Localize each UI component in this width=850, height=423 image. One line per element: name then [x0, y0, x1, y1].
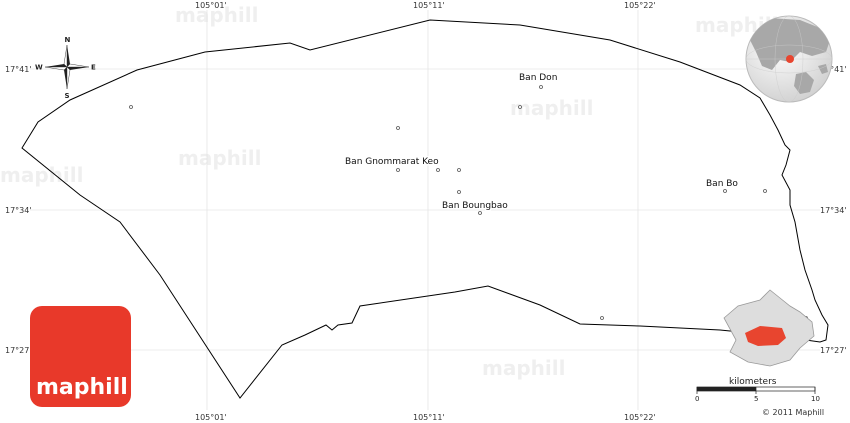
- coordinate-labels: 105°01' 105°11' 105°22' 105°01' 105°11' …: [5, 1, 847, 422]
- globe-location-marker: [786, 55, 794, 63]
- region-border: [21, 19, 829, 399]
- settlement-dot: [396, 168, 400, 172]
- place-label-ban-bo: Ban Bo: [706, 179, 738, 189]
- scale-bar: kilometers 0 5 10: [695, 377, 820, 403]
- settlement-dot: [518, 105, 522, 109]
- settlement-dot: [436, 168, 440, 172]
- watermark: maphill: [175, 3, 258, 27]
- settlement-dot: [539, 85, 543, 89]
- lat-label-left: 17°27': [5, 346, 32, 355]
- logo-background: [30, 306, 131, 407]
- compass-s: S: [65, 92, 70, 100]
- scale-tick-label: 0: [695, 395, 699, 403]
- graticule: [30, 10, 820, 410]
- lon-label-top: 105°01': [195, 1, 227, 10]
- settlement-dot: [600, 316, 604, 320]
- lon-label-top: 105°11': [413, 1, 445, 10]
- settlement-dot: [723, 189, 727, 193]
- scale-tick-label: 10: [811, 395, 820, 403]
- lon-label-top: 105°22': [624, 1, 656, 10]
- settlement-dot: [763, 189, 767, 193]
- lat-label-left: 17°41': [5, 65, 32, 74]
- lon-label-bottom: 105°01': [195, 413, 227, 422]
- settlement-dot: [396, 126, 400, 130]
- settlement-dot: [457, 168, 461, 172]
- lat-label-right: 17°41': [820, 65, 847, 74]
- compass-n: N: [65, 36, 71, 44]
- place-labels: Ban Don Ban Gnommarat Keo Ban Boungbao B…: [344, 72, 740, 213]
- lat-label-right: 17°34': [820, 206, 847, 215]
- watermark: maphill: [482, 356, 565, 380]
- watermark: maphill: [510, 96, 593, 120]
- watermark: maphill: [0, 163, 83, 187]
- settlement-dot: [457, 190, 461, 194]
- lat-label-left: 17°34': [5, 206, 32, 215]
- globe-locator: [745, 15, 833, 103]
- copyright-text: © 2011 Maphill: [762, 408, 824, 417]
- watermark: maphill: [178, 146, 261, 170]
- settlement-dots: [129, 85, 808, 320]
- place-label-ban-boungbao: Ban Boungbao: [442, 201, 508, 211]
- inset-region-highlight: [745, 326, 786, 346]
- inset-locator-map: [723, 289, 815, 367]
- lon-label-bottom: 105°22': [624, 413, 656, 422]
- place-label-ban-don: Ban Don: [519, 73, 557, 83]
- compass-e: E: [91, 64, 96, 72]
- settlement-dot: [478, 211, 482, 215]
- lat-label-right: 17°27': [820, 346, 847, 355]
- scale-tick-label: 5: [754, 395, 758, 403]
- watermarks: maphill maphill maphill maphill maphill …: [0, 3, 778, 380]
- compass-w: W: [35, 64, 43, 72]
- place-label-ban-gnommarat-keo: Ban Gnommarat Keo: [345, 157, 439, 167]
- settlement-dot: [129, 105, 133, 109]
- maphill-logo[interactable]: maphill: [30, 306, 131, 407]
- logo-text: maphill: [36, 375, 128, 400]
- lon-label-bottom: 105°11': [413, 413, 445, 422]
- scale-title: kilometers: [729, 377, 777, 387]
- compass-rose: N S E W: [35, 36, 96, 100]
